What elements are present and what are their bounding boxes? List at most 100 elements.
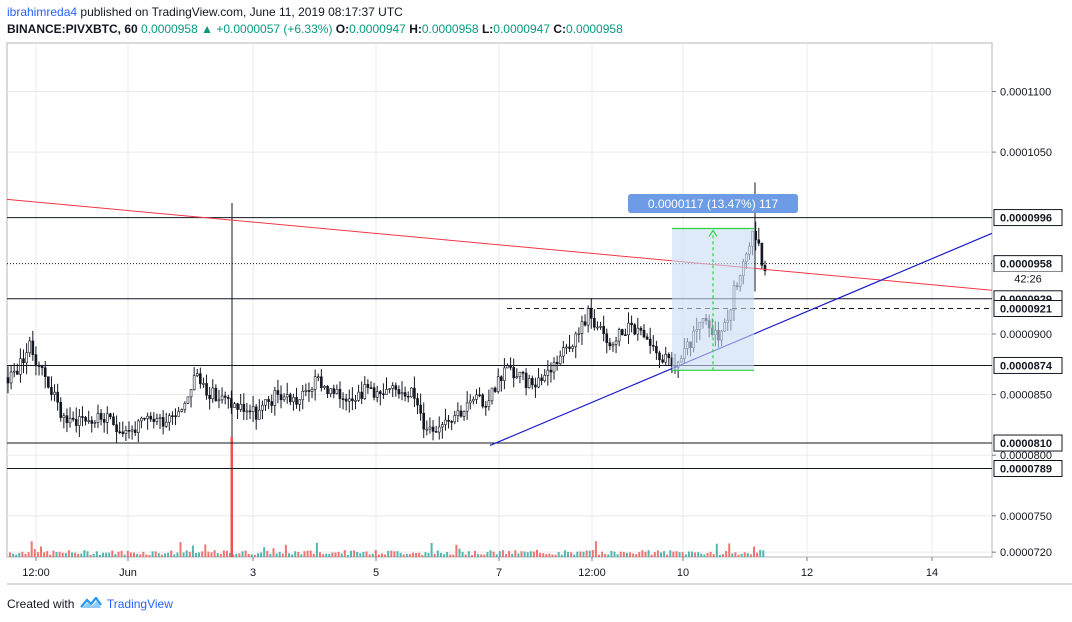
volume-bar bbox=[9, 552, 11, 557]
volume-bar bbox=[30, 541, 33, 557]
price-level-box bbox=[993, 434, 1063, 452]
candle-body bbox=[552, 361, 556, 373]
candle-body bbox=[652, 345, 655, 347]
high-label: H: bbox=[409, 22, 422, 36]
volume-bar bbox=[319, 552, 321, 557]
candle-body bbox=[251, 406, 255, 412]
volume-bar bbox=[622, 551, 625, 557]
volume-bar bbox=[396, 551, 399, 557]
candle-body bbox=[245, 410, 249, 413]
volume-bar bbox=[691, 551, 693, 557]
volume-bar bbox=[207, 551, 210, 557]
candle-body bbox=[189, 389, 193, 398]
candle-body bbox=[620, 329, 624, 336]
candle-body bbox=[28, 340, 32, 354]
candle-body bbox=[195, 373, 199, 377]
candle-body bbox=[614, 340, 618, 345]
volume-bar bbox=[312, 553, 315, 557]
candle-body bbox=[543, 375, 547, 381]
volume-bar bbox=[486, 552, 489, 557]
price-level-text: 0.0000958 bbox=[1000, 259, 1052, 271]
volume-bar bbox=[601, 551, 604, 557]
candle-body bbox=[121, 431, 125, 434]
candle-body bbox=[760, 242, 764, 266]
volume-bar bbox=[542, 553, 545, 557]
volume-bar bbox=[408, 553, 411, 557]
candle-body bbox=[434, 431, 438, 433]
tradingview-logo-icon[interactable] bbox=[79, 596, 102, 612]
candle-body bbox=[223, 395, 227, 398]
volume-bar bbox=[539, 552, 542, 557]
candle-body bbox=[351, 398, 354, 401]
volume-bar bbox=[430, 543, 433, 557]
volume-bar bbox=[160, 554, 163, 557]
volume-bar bbox=[201, 551, 204, 557]
candle-body bbox=[43, 367, 47, 377]
candle-body bbox=[56, 391, 59, 403]
volume-bar bbox=[247, 553, 250, 557]
volume-bar bbox=[89, 554, 92, 557]
candle-body bbox=[9, 371, 13, 384]
tradingview-brand[interactable]: TradingView bbox=[106, 597, 173, 611]
candle-body bbox=[509, 365, 512, 368]
candle-body bbox=[115, 424, 118, 433]
volume-bar bbox=[284, 544, 287, 557]
volume-bar bbox=[638, 552, 641, 557]
time-tick-label: 5 bbox=[373, 567, 379, 579]
volume-bar bbox=[644, 551, 647, 557]
volume-bar bbox=[635, 554, 638, 557]
volume-bar bbox=[508, 551, 511, 557]
volume-bar bbox=[588, 550, 591, 557]
volume-bar bbox=[195, 553, 197, 557]
candle-body bbox=[537, 377, 540, 388]
candle-body bbox=[214, 387, 218, 401]
candle-body bbox=[357, 391, 360, 401]
volume-bar bbox=[157, 553, 160, 557]
candle-body bbox=[406, 395, 410, 398]
candle-body bbox=[410, 387, 413, 398]
candle-body bbox=[81, 416, 84, 418]
candle-body bbox=[549, 369, 553, 373]
candle-body bbox=[31, 340, 35, 355]
volume-bar bbox=[681, 552, 684, 557]
candle-body bbox=[282, 396, 286, 401]
volume-bar bbox=[36, 552, 39, 557]
volume-bar bbox=[120, 550, 123, 557]
candle-body bbox=[419, 404, 422, 414]
candle-body bbox=[74, 419, 78, 426]
volume-bar bbox=[625, 552, 628, 557]
volume-bar bbox=[275, 553, 278, 557]
candle-body bbox=[531, 378, 534, 386]
volume-bar bbox=[105, 552, 108, 557]
candle-body bbox=[149, 415, 153, 420]
volume-bar bbox=[551, 554, 554, 557]
volume-bar bbox=[173, 554, 176, 557]
candle-body bbox=[304, 390, 308, 392]
volume-bar bbox=[517, 553, 520, 557]
volume-bar bbox=[210, 552, 213, 557]
volume-bar bbox=[102, 552, 104, 557]
measure-label-text: 0.0000117 (13.47%) 117 bbox=[648, 197, 779, 211]
candle-body bbox=[391, 385, 395, 389]
candle-body bbox=[192, 375, 196, 391]
candle-body bbox=[422, 412, 426, 430]
volume-bar bbox=[346, 554, 349, 557]
candle-body bbox=[661, 359, 664, 363]
candle-body bbox=[518, 371, 522, 377]
candle-body bbox=[394, 385, 398, 390]
candle-body bbox=[428, 426, 432, 430]
volume-bar bbox=[306, 550, 309, 557]
price-level-label: 0.0000958 bbox=[993, 255, 1063, 273]
volume-bar bbox=[424, 552, 427, 557]
candle-body bbox=[6, 377, 10, 384]
author-username[interactable]: ibrahimreda4 bbox=[7, 5, 78, 19]
volume-bar bbox=[226, 550, 228, 557]
price-level-text: 0.0000996 bbox=[1000, 213, 1052, 225]
candle-body bbox=[211, 387, 215, 400]
volume-bar bbox=[114, 554, 117, 557]
volume-bar bbox=[554, 554, 557, 557]
candle-body bbox=[667, 353, 671, 359]
candle-body bbox=[292, 397, 295, 403]
candle-body bbox=[301, 390, 305, 401]
